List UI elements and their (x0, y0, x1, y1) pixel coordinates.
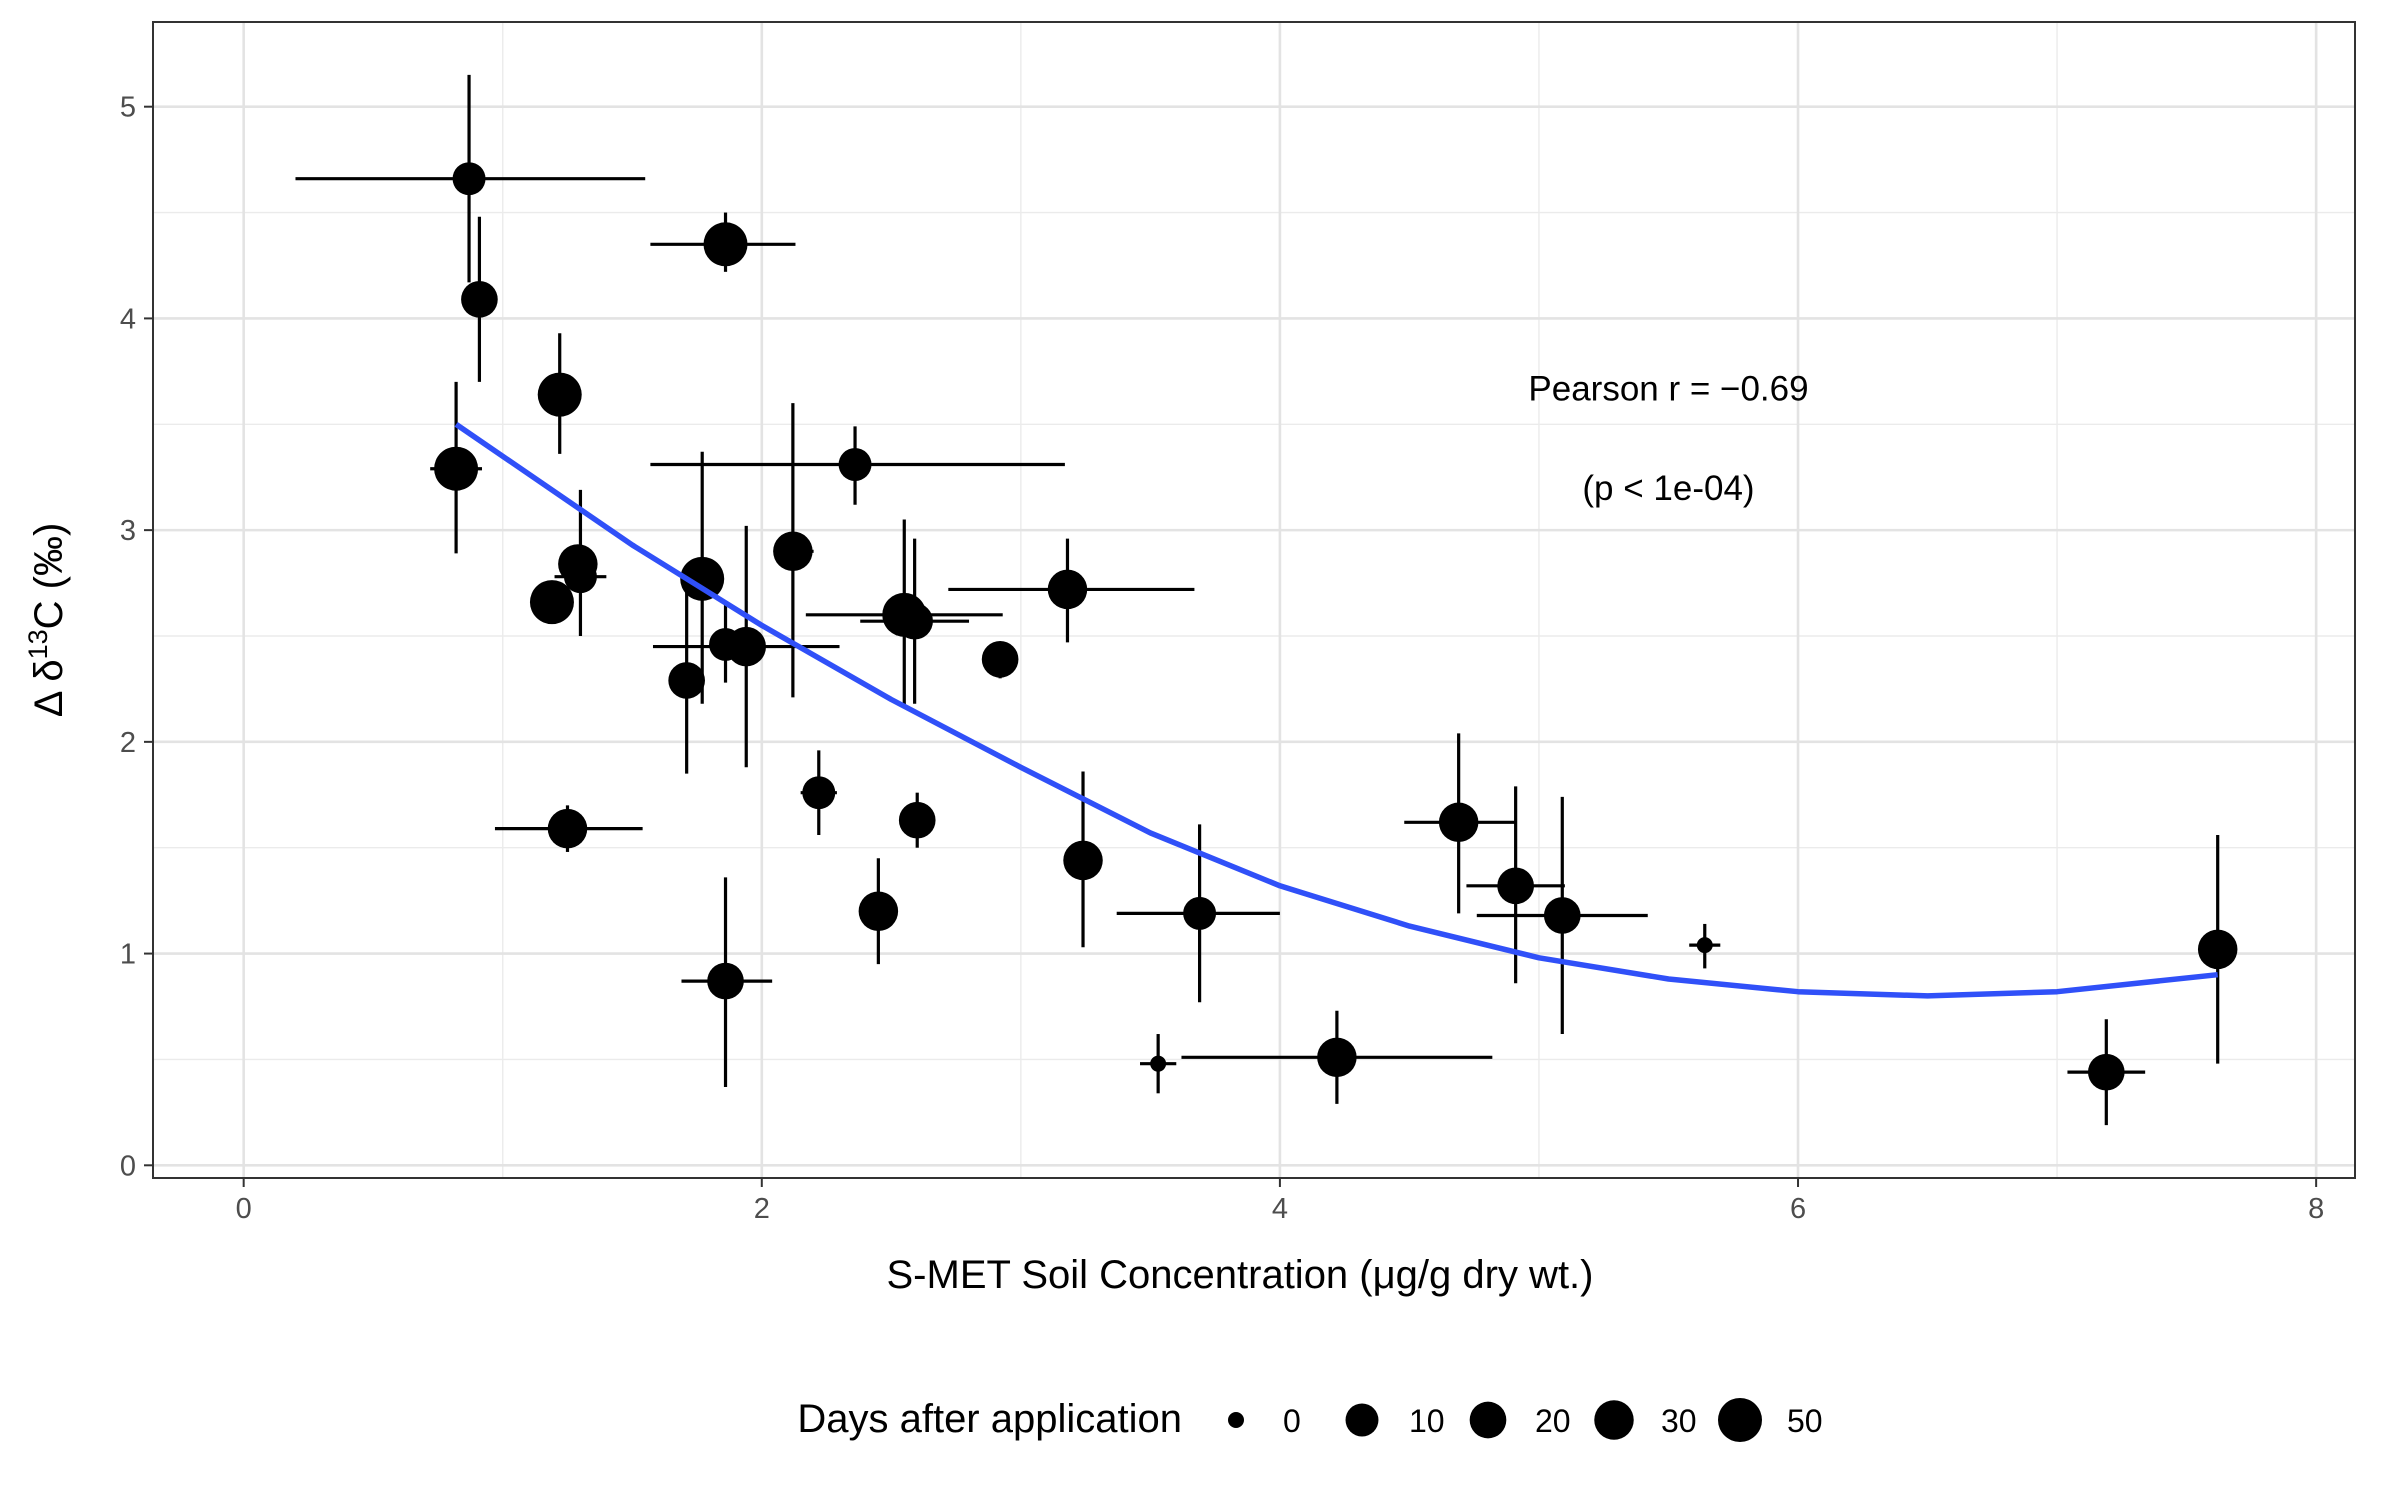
data-point (703, 222, 748, 267)
data-point (858, 891, 899, 931)
data-point (2197, 929, 2238, 970)
data-point (2087, 1053, 2125, 1091)
data-point (461, 281, 498, 318)
legend-title: Days after application (797, 1397, 1182, 1441)
x-tick-label: 8 (2308, 1193, 2324, 1225)
legend-key-circle (1469, 1401, 1507, 1439)
data-point (680, 556, 725, 601)
data-point (1047, 569, 1088, 610)
data-point (452, 162, 486, 196)
x-tick-label: 6 (1790, 1193, 1806, 1225)
data-points (434, 162, 2238, 1091)
legend-key-label: 20 (1535, 1403, 1571, 1439)
y-tick-label: 4 (120, 303, 136, 335)
data-point (773, 531, 813, 572)
data-point (1150, 1055, 1167, 1072)
legend-key-circle (1228, 1412, 1244, 1428)
data-point (1696, 937, 1713, 954)
minor-grid (153, 22, 2355, 1178)
x-tick-label: 4 (1272, 1193, 1288, 1225)
y-axis-title-superscript: 13 (23, 629, 53, 659)
p-value-annotation: (p < 1e-04) (1582, 469, 1754, 508)
y-tick-label: 5 (120, 92, 136, 124)
y-axis-title: Δ δ13C (‰) (23, 523, 71, 718)
data-point (668, 662, 705, 699)
data-point (896, 602, 933, 640)
axis-ticks: 0 2 4 6 8 0 1 2 3 4 5 (120, 92, 2324, 1225)
data-point (434, 446, 479, 491)
fit-curve (454, 422, 2218, 999)
data-point (707, 962, 744, 1000)
y-axis-title-suffix: C (‰) (27, 523, 71, 630)
data-point (726, 626, 766, 667)
data-point (802, 776, 836, 810)
data-point (1497, 867, 1534, 905)
x-axis-title: S-MET Soil Concentration (μg/g dry wt.) (887, 1253, 1594, 1297)
major-grid (153, 22, 2355, 1178)
legend-key-circle (1594, 1400, 1634, 1440)
data-point (537, 372, 582, 417)
panel-border (152, 21, 2356, 1179)
legend-key-circle (1718, 1398, 1762, 1442)
data-point (981, 640, 1019, 678)
y-tick-label: 0 (120, 1150, 136, 1182)
data-point (838, 448, 872, 481)
y-axis-title-prefix: Δ δ (27, 659, 71, 717)
y-tick-label: 3 (120, 515, 136, 547)
data-point (1438, 802, 1479, 843)
x-tick-label: 2 (754, 1193, 770, 1225)
data-point (547, 808, 588, 849)
legend-key-label: 0 (1283, 1403, 1301, 1439)
x-tick-label: 0 (236, 1193, 252, 1225)
legend-key-label: 10 (1409, 1403, 1445, 1439)
pearson-annotation: Pearson r = −0.69 (1528, 369, 1808, 408)
legend-key-label: 50 (1787, 1403, 1823, 1439)
y-tick-label: 1 (120, 939, 136, 971)
data-point (1183, 896, 1217, 930)
data-point (1063, 840, 1103, 881)
data-point (898, 801, 936, 839)
data-point (558, 544, 598, 584)
legend-key-circle (1345, 1403, 1379, 1437)
size-legend: Days after application 0 10 20 30 50 (797, 1397, 1823, 1442)
data-point (529, 580, 574, 625)
data-point (1543, 897, 1581, 934)
legend-key-label: 30 (1661, 1403, 1697, 1439)
fit-curve-line (454, 422, 2218, 999)
y-tick-label: 2 (120, 727, 136, 759)
data-point (1317, 1037, 1357, 1078)
